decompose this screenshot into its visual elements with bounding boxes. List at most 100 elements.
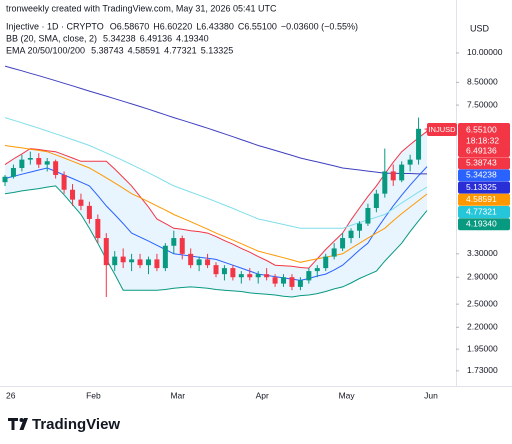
legend-text: 6.49136 bbox=[140, 33, 173, 43]
candle-body bbox=[205, 259, 211, 266]
candle-body bbox=[382, 171, 388, 194]
y-tick-label: 2.50000 bbox=[467, 298, 498, 308]
brand-logo: TradingView bbox=[8, 416, 120, 433]
candle-body bbox=[129, 259, 135, 263]
indicator-line bbox=[4, 117, 428, 229]
candle-body bbox=[196, 259, 202, 266]
candle-body bbox=[264, 274, 270, 278]
price-tag-label: 4.58591 bbox=[466, 194, 497, 204]
candle-body bbox=[2, 176, 8, 183]
candle-body bbox=[78, 199, 84, 206]
ticker-label: INJUSD bbox=[428, 125, 456, 134]
candle-body bbox=[281, 277, 287, 284]
legend-text: BB (20, SMA, close, 2) bbox=[6, 33, 97, 43]
candle-body bbox=[331, 248, 337, 257]
candle-body bbox=[61, 174, 67, 190]
candle-body bbox=[416, 128, 422, 160]
y-tick-label: 8.50000 bbox=[467, 77, 498, 87]
candle-body bbox=[213, 265, 219, 275]
candle-body bbox=[112, 256, 118, 266]
price-tag-label: 5.34238 bbox=[466, 170, 497, 180]
x-tick-label: Apr bbox=[256, 390, 269, 400]
indicator-line bbox=[4, 130, 428, 269]
candle-body bbox=[10, 167, 16, 177]
legend-text: C6.55100 bbox=[238, 21, 277, 31]
y-tick-label: 3.30000 bbox=[467, 248, 498, 258]
brand: TradingView bbox=[32, 416, 120, 433]
y-tick-label: 7.50000 bbox=[467, 99, 498, 109]
x-tick-label: Jun bbox=[424, 390, 438, 400]
legend-text: 4.58591 bbox=[128, 45, 161, 55]
legend-text: 5.34238 bbox=[103, 33, 136, 43]
y-tick-label: 10.00000 bbox=[467, 47, 503, 57]
y-tick-label: 2.90000 bbox=[467, 271, 498, 281]
price-tag bbox=[458, 181, 510, 194]
candle-body bbox=[53, 161, 59, 175]
price-tag bbox=[458, 157, 510, 170]
candle-body bbox=[145, 259, 151, 266]
price-tag bbox=[458, 218, 510, 231]
candle-body bbox=[323, 256, 329, 269]
candle-body bbox=[154, 259, 160, 269]
candle-body bbox=[340, 238, 346, 249]
x-tick-label: Mar bbox=[170, 390, 185, 400]
price-tag bbox=[458, 206, 510, 218]
candle-body bbox=[179, 238, 185, 254]
candle-body bbox=[255, 274, 261, 278]
candle-body bbox=[314, 268, 320, 272]
band-fill bbox=[5, 131, 427, 298]
logo-mark bbox=[19, 418, 24, 422]
x-tick-label: Feb bbox=[86, 390, 101, 400]
plot-area bbox=[2, 65, 430, 298]
candle-body bbox=[36, 158, 42, 165]
legend-text: 5.38743 bbox=[91, 45, 124, 55]
indicator-line bbox=[4, 65, 427, 175]
price-tag bbox=[458, 193, 510, 206]
candle-body bbox=[171, 238, 177, 246]
candle-body bbox=[306, 271, 312, 281]
price-tag bbox=[458, 145, 510, 157]
candle-body bbox=[120, 256, 126, 263]
legend-text: −0.03600 (−0.55%) bbox=[281, 21, 358, 31]
candle-body bbox=[137, 259, 143, 266]
legend-text: Injective · 1D · CRYPTO bbox=[6, 21, 104, 31]
legend-text: L6.43380 bbox=[196, 21, 234, 31]
candle-body bbox=[95, 218, 101, 239]
candle-body bbox=[373, 193, 379, 208]
indicator-line bbox=[4, 145, 428, 263]
candle-body bbox=[390, 171, 396, 181]
candle-body bbox=[399, 164, 405, 181]
price-tag bbox=[458, 169, 510, 182]
credit: tronweekly created with TradingView.com,… bbox=[6, 3, 277, 13]
candle-body bbox=[365, 207, 371, 224]
legend-text: 4.77321 bbox=[164, 45, 197, 55]
y-tick-label: 1.95000 bbox=[467, 343, 498, 353]
overlay: tronweekly created with TradingView.com,… bbox=[6, 3, 510, 231]
legend-text: 4.19340 bbox=[176, 33, 209, 43]
candle-body bbox=[348, 230, 354, 239]
ticker-tag bbox=[427, 123, 457, 136]
price-tag-label: 4.77321 bbox=[466, 206, 497, 216]
candle-body bbox=[19, 159, 25, 168]
legend-text: O6.58670 bbox=[110, 21, 150, 31]
candle-body bbox=[103, 238, 109, 266]
last-price: 6.55100 bbox=[466, 124, 497, 134]
currency: USD bbox=[470, 23, 490, 33]
y-tick-label: 2.20000 bbox=[467, 322, 498, 332]
candle-body bbox=[188, 253, 194, 266]
price-tag-label: 4.19340 bbox=[466, 218, 497, 228]
countdown: 18:18:32 bbox=[466, 135, 499, 145]
x-tick-label: May bbox=[339, 390, 356, 400]
logo-mark bbox=[19, 418, 28, 430]
last-price-tag bbox=[458, 123, 510, 147]
candle-body bbox=[272, 277, 278, 284]
candle-body bbox=[407, 159, 413, 165]
price-tag-label: 5.13325 bbox=[466, 182, 497, 192]
candle-body bbox=[247, 274, 253, 278]
candle-body bbox=[230, 268, 236, 278]
legend-text: H6.60220 bbox=[153, 21, 192, 31]
candle-body bbox=[238, 274, 244, 278]
price-tag-label: 6.49136 bbox=[466, 145, 497, 155]
candle-body bbox=[70, 189, 76, 200]
